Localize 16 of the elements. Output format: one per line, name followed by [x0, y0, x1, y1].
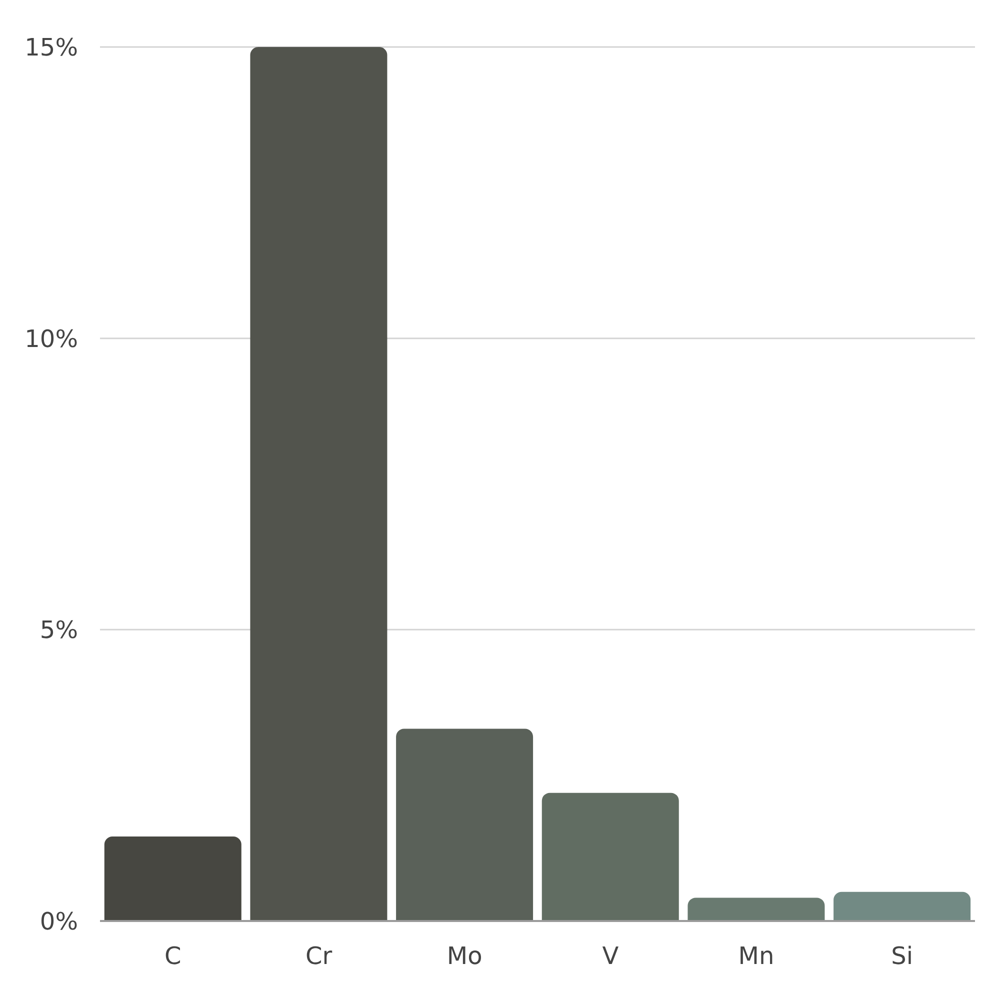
x-tick-label: Mo: [446, 942, 482, 970]
y-tick-label: 10%: [24, 324, 78, 353]
x-tick-label: C: [164, 942, 182, 970]
bar: [250, 47, 388, 921]
bar: [542, 792, 679, 921]
y-tick-label: 5%: [40, 616, 78, 644]
bar: [104, 836, 242, 921]
bar: [834, 892, 971, 921]
y-tick-label: 15%: [24, 34, 78, 62]
x-tick-label: V: [602, 942, 620, 970]
bar: [688, 898, 825, 921]
x-tick-label: Cr: [305, 942, 332, 970]
x-tick-label: Si: [891, 942, 914, 970]
x-tick-label: Mn: [738, 942, 774, 970]
bar: [396, 728, 534, 921]
y-tick-label: 0%: [40, 908, 78, 936]
